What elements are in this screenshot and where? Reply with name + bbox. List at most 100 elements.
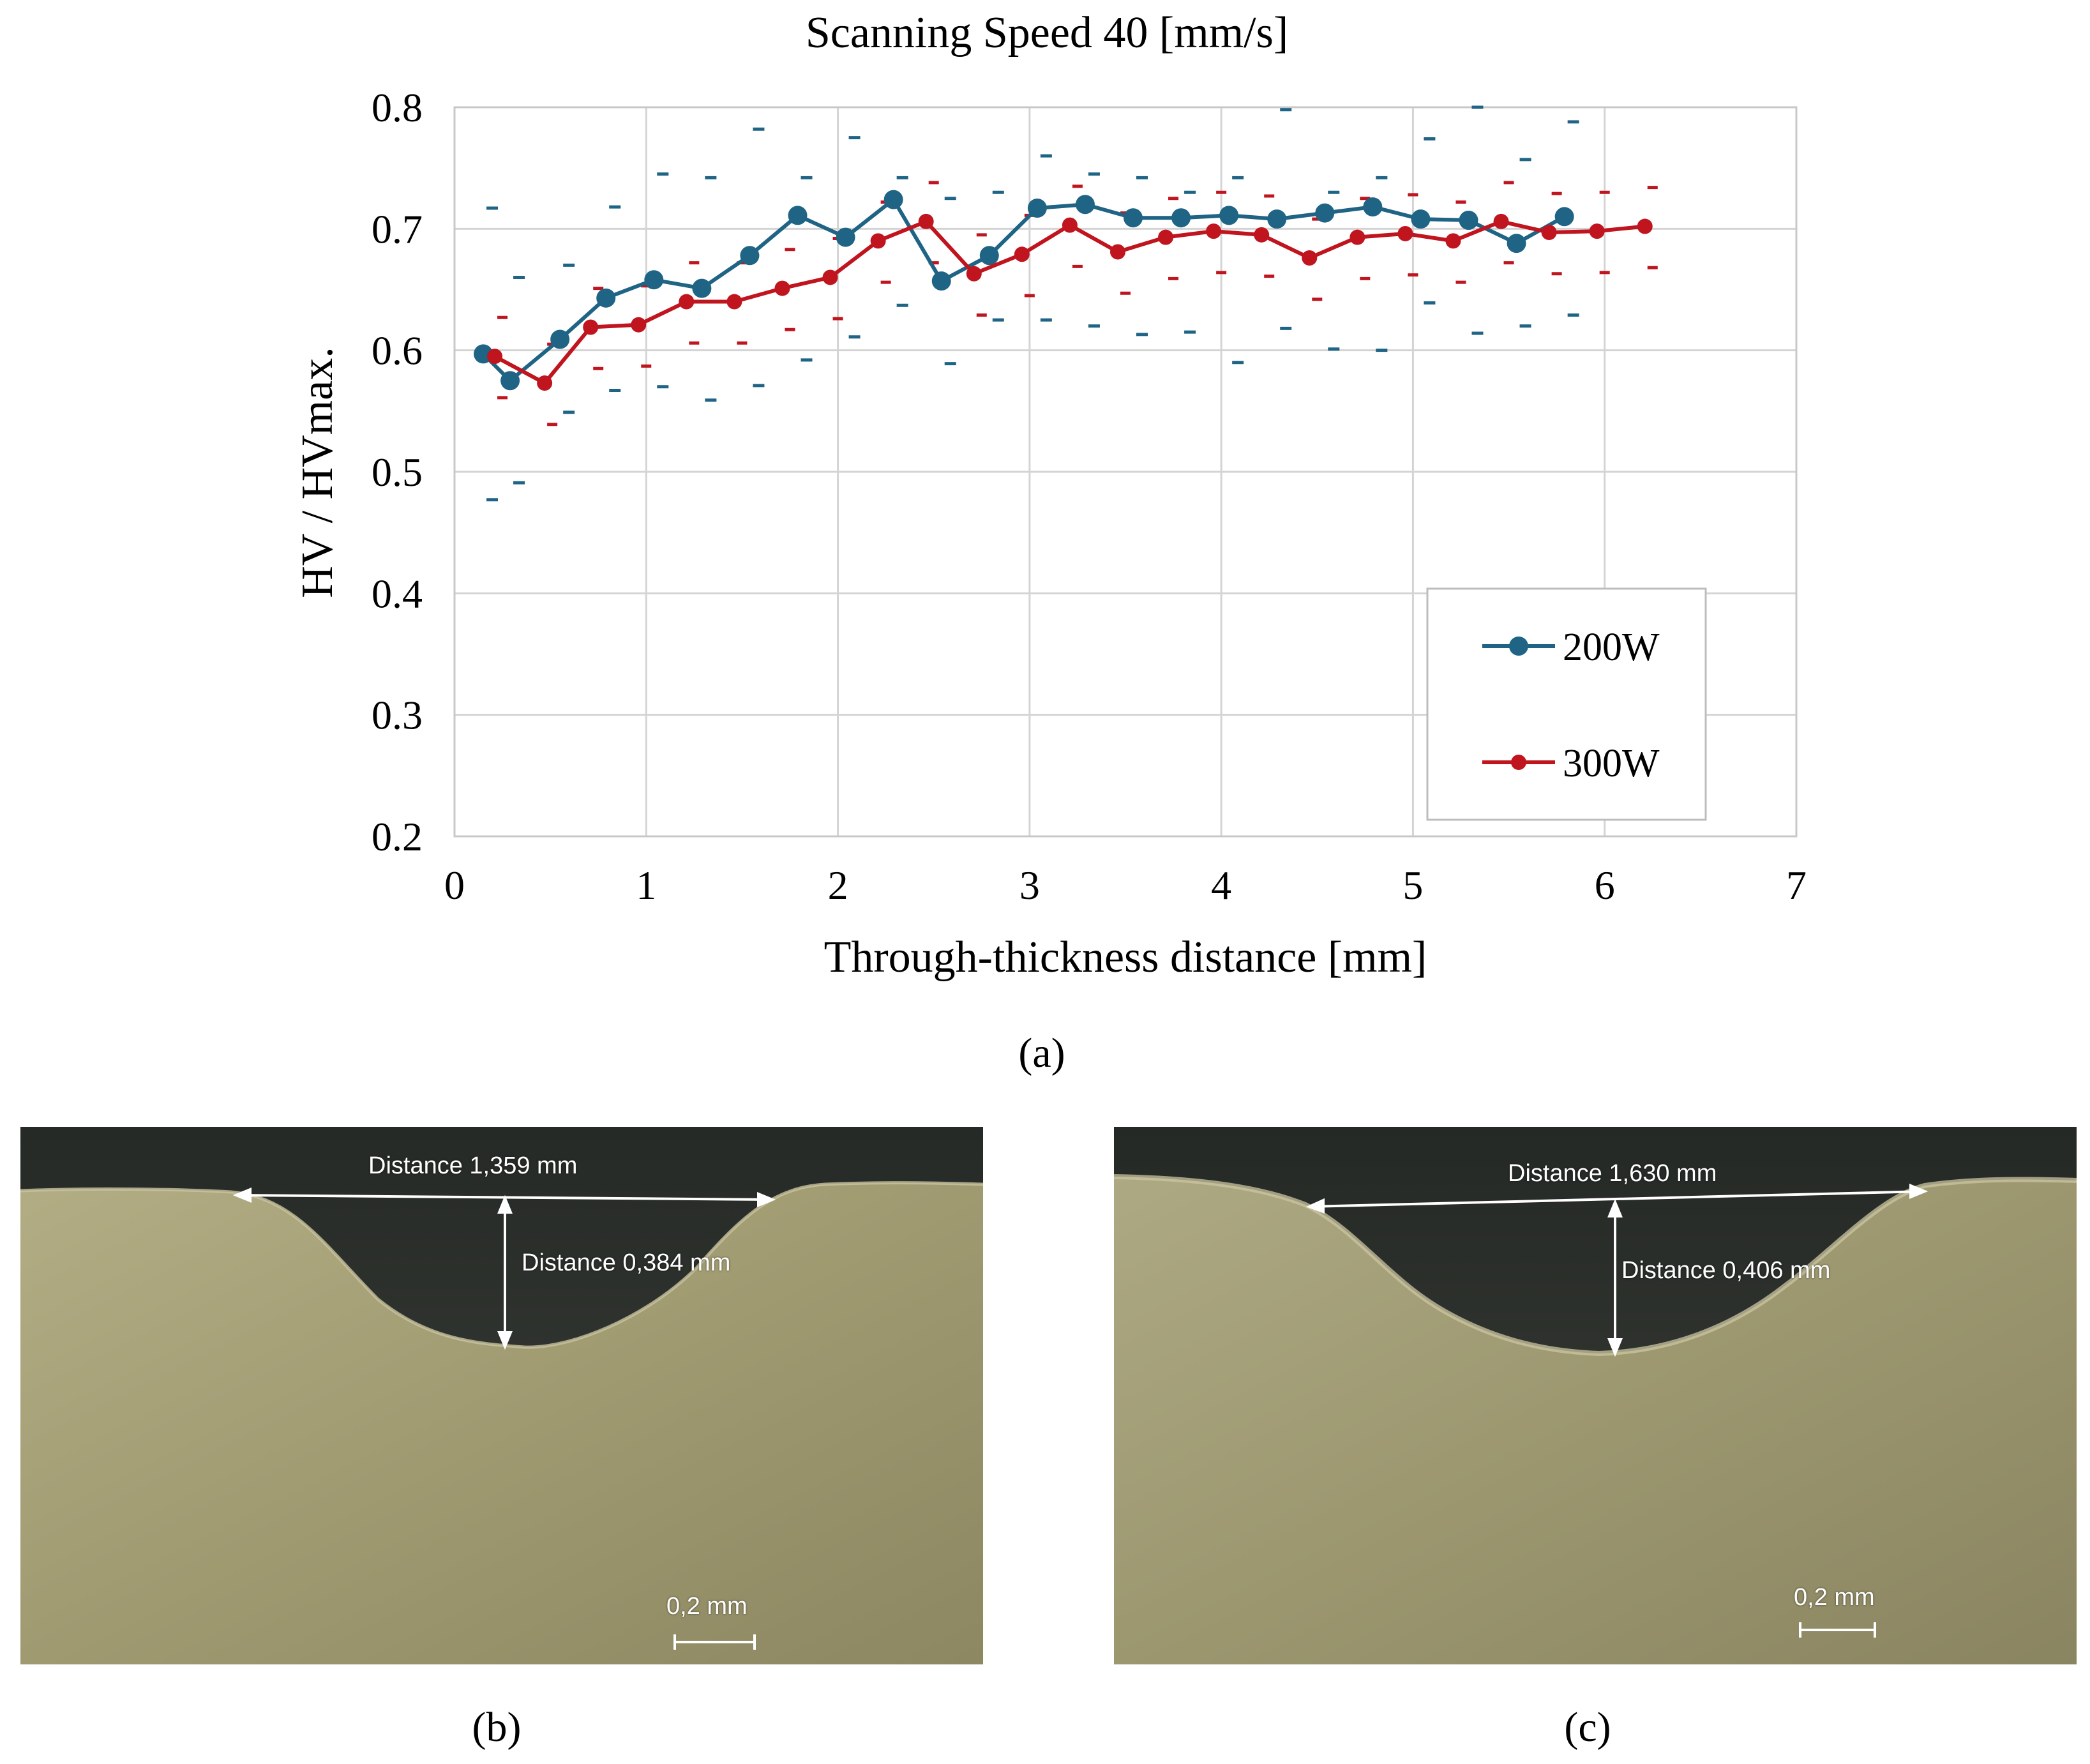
micrograph-c-metal [1114, 1177, 2077, 1664]
x-tick-label: 0 [444, 863, 465, 908]
x-tick-label: 7 [1786, 863, 1807, 908]
data-point-300w [1254, 227, 1270, 243]
width-measure-c-line [1309, 1190, 1925, 1208]
data-point-300w [918, 213, 934, 229]
depth-measure-b [497, 1195, 513, 1350]
depth-label-b: Distance 0,384 mm [522, 1249, 731, 1276]
legend-marker-300w [1511, 755, 1526, 770]
y-tick-label: 0.6 [372, 328, 423, 373]
data-point-200w [644, 270, 664, 290]
x-tick-label: 5 [1402, 863, 1423, 908]
depth-measure-c-arrow-bottom [1607, 1338, 1623, 1357]
data-point-200w [1027, 198, 1047, 218]
data-point-300w [1109, 244, 1125, 260]
width-label-b: Distance 1,359 mm [368, 1152, 578, 1179]
data-point-200w [1124, 208, 1143, 228]
width-label-c: Distance 1,630 mm [1508, 1160, 1717, 1187]
scale-bar-c [1799, 1622, 1876, 1638]
legend-box [1426, 587, 1707, 821]
data-point-200w [836, 227, 855, 247]
chart-title: Scanning Speed 40 [mm/s] [806, 8, 1288, 57]
data-point-300w [1541, 225, 1557, 241]
data-point-200w [1554, 207, 1574, 227]
panel-c-caption-text: (c) [1564, 1704, 1611, 1751]
x-tick-label: 1 [636, 863, 656, 908]
data-point-300w [1397, 225, 1413, 241]
data-point-300w [537, 375, 553, 391]
data-point-300w [1637, 218, 1653, 234]
data-point-200w [1411, 209, 1431, 229]
y-tick-label: 0.8 [372, 85, 423, 130]
data-point-300w [679, 294, 695, 310]
x-tick-label: 4 [1211, 863, 1231, 908]
panel-a-caption-text: (a) [1018, 1030, 1065, 1076]
data-point-200w [788, 206, 808, 225]
legend: 200W 300W [1426, 587, 1707, 821]
data-point-200w [692, 278, 712, 298]
hardness-chart: 0 1 2 3 4 5 6 7 0.2 0.3 0.4 0.5 0.6 0.7 0.8 Scanning S… [293, 8, 1807, 982]
width-measure-c [1305, 1184, 1928, 1214]
data-point-300w [870, 233, 886, 249]
data-series [474, 190, 1653, 391]
panel-b-caption: (b) [458, 1703, 535, 1752]
data-point-200w [500, 371, 520, 391]
legend-label-300w: 300W [1563, 742, 1660, 785]
legend-label-200w: 200W [1563, 626, 1660, 669]
depth-measure-b-arrow-bottom [497, 1331, 513, 1350]
data-point-200w [1171, 208, 1191, 228]
data-point-300w [1206, 223, 1222, 239]
x-tick-label: 2 [828, 863, 848, 908]
micrograph-c: Distance 1,630 mm Distance 0,406 mm 0,2 … [1114, 1127, 2077, 1664]
data-point-200w [883, 190, 903, 209]
legend-marker-200w [1509, 637, 1528, 656]
x-tick-label: 6 [1595, 863, 1615, 908]
depth-label-c: Distance 0,406 mm [1621, 1257, 1831, 1284]
data-point-300w [1493, 213, 1509, 229]
data-point-300w [1445, 233, 1461, 249]
data-point-300w [583, 319, 599, 335]
data-point-200w [1507, 234, 1526, 253]
y-axis-label: HV / HVmax. [293, 347, 342, 598]
data-point-300w [822, 269, 838, 285]
data-point-200w [596, 288, 616, 308]
data-point-300w [1302, 250, 1318, 266]
data-point-200w [1459, 211, 1478, 230]
y-tick-label: 0.2 [372, 814, 423, 859]
data-point-300w [774, 280, 790, 296]
depth-measure-b-arrow-top [497, 1195, 513, 1214]
data-point-300w [1158, 229, 1174, 245]
scale-label-b: 0,2 mm [666, 1593, 748, 1620]
data-point-200w [979, 246, 999, 266]
width-measure-b-arrow-left [232, 1187, 252, 1203]
width-measure-c-arrow-right [1909, 1184, 1928, 1199]
data-point-200w [931, 271, 951, 291]
panel-c-caption: (c) [1549, 1703, 1626, 1752]
y-tick-label: 0.5 [372, 449, 423, 495]
data-point-300w [966, 266, 982, 282]
data-point-200w [1315, 203, 1335, 223]
y-tick-label: 0.3 [372, 693, 423, 738]
x-axis-label: Through-thickness distance [mm] [824, 933, 1427, 982]
y-tick-label: 0.7 [372, 206, 423, 252]
data-point-300w [487, 349, 503, 365]
data-point-200w [550, 329, 570, 349]
data-point-300w [1349, 229, 1365, 245]
scale-bar-b [673, 1634, 756, 1650]
data-point-300w [1062, 217, 1078, 233]
data-point-300w [1014, 246, 1030, 262]
data-point-300w [631, 317, 647, 333]
scale-label-c: 0,2 mm [1794, 1584, 1875, 1611]
micrograph-c-edge [1114, 1174, 2077, 1357]
micrograph-c-image [1114, 1127, 2077, 1664]
y-tick-label: 0.4 [372, 571, 423, 616]
micrograph-b-metal [20, 1182, 983, 1664]
data-point-200w [1267, 209, 1287, 229]
data-point-200w [740, 246, 760, 266]
depth-measure-c-arrow-top [1607, 1198, 1623, 1217]
depth-measure-c [1607, 1198, 1623, 1357]
data-point-200w [1363, 197, 1383, 217]
panel-b-caption-text: (b) [472, 1704, 522, 1751]
micrograph-b-edge [20, 1181, 983, 1349]
data-point-300w [1589, 223, 1605, 239]
